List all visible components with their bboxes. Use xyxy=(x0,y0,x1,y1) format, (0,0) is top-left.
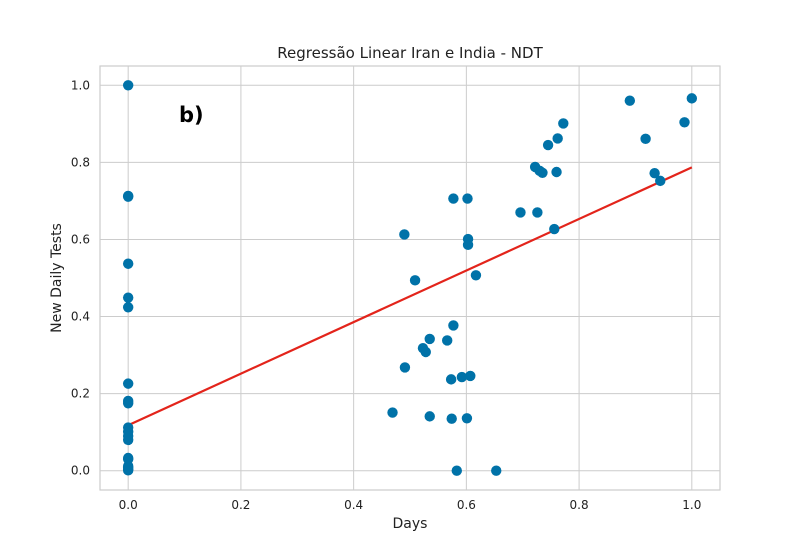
data-point xyxy=(445,374,457,385)
data-point xyxy=(549,223,560,235)
data-point xyxy=(387,407,398,418)
data-point xyxy=(640,133,651,145)
plot-frame xyxy=(99,65,721,491)
data-point xyxy=(624,95,636,106)
x-tick-label: 1.0 xyxy=(682,498,701,512)
data-point xyxy=(122,398,134,409)
data-point xyxy=(462,193,473,204)
data-point xyxy=(409,275,421,286)
panel-annotation: b) xyxy=(179,103,204,127)
data-point xyxy=(122,434,134,446)
data-point xyxy=(537,167,548,178)
data-point xyxy=(470,270,482,281)
x-tick-label: 0.8 xyxy=(570,498,589,512)
y-tick-label: 0.6 xyxy=(71,232,90,246)
data-point xyxy=(558,118,569,129)
y-tick-label: 0.8 xyxy=(71,155,90,169)
data-point xyxy=(399,229,410,240)
data-point xyxy=(122,302,134,313)
data-point xyxy=(122,378,134,389)
data-point xyxy=(649,167,660,179)
x-tick-label: 0.6 xyxy=(457,498,476,512)
x-tick-label: 0.2 xyxy=(231,498,250,512)
data-point xyxy=(542,139,554,151)
data-point xyxy=(122,465,134,476)
data-point xyxy=(451,465,462,476)
data-point xyxy=(491,465,502,476)
data-point xyxy=(462,239,474,251)
data-points xyxy=(122,80,698,476)
data-point xyxy=(424,333,435,345)
data-point xyxy=(442,335,453,346)
grid xyxy=(100,66,720,490)
data-point xyxy=(399,362,411,373)
data-point xyxy=(532,207,543,218)
data-point xyxy=(655,175,666,187)
data-point xyxy=(446,413,457,424)
y-tick-label: 0.2 xyxy=(71,387,90,401)
data-point xyxy=(679,117,690,128)
x-tick-label: 0.0 xyxy=(119,498,138,512)
data-point xyxy=(686,93,698,104)
regression-line-layer xyxy=(127,166,693,427)
y-tick-label: 1.0 xyxy=(71,78,90,92)
data-point xyxy=(456,371,468,383)
data-point xyxy=(122,191,134,202)
data-point xyxy=(448,193,459,204)
y-tick-label: 0.4 xyxy=(71,310,90,324)
data-point xyxy=(122,80,134,91)
data-point xyxy=(420,346,431,358)
data-point xyxy=(465,370,476,382)
x-axis-label: Days xyxy=(393,516,428,532)
data-point xyxy=(448,320,459,331)
data-point xyxy=(424,411,435,422)
data-point xyxy=(552,133,563,144)
x-tick-labels: 0.0 0.2 0.4 0.6 0.8 1.0 xyxy=(119,498,702,512)
x-tick-label: 0.4 xyxy=(344,498,363,512)
data-point xyxy=(122,292,134,303)
data-point xyxy=(461,413,473,424)
data-point xyxy=(122,258,134,269)
y-tick-label: 0.0 xyxy=(71,464,90,478)
chart-title: Regressão Linear Iran e India - NDT xyxy=(277,44,543,62)
y-tick-labels: 0.0 0.2 0.4 0.6 0.8 1.0 xyxy=(71,78,90,477)
data-point xyxy=(551,166,562,178)
regression-line xyxy=(127,166,693,427)
data-point xyxy=(515,207,526,218)
y-axis-label: New Daily Tests xyxy=(49,223,65,333)
